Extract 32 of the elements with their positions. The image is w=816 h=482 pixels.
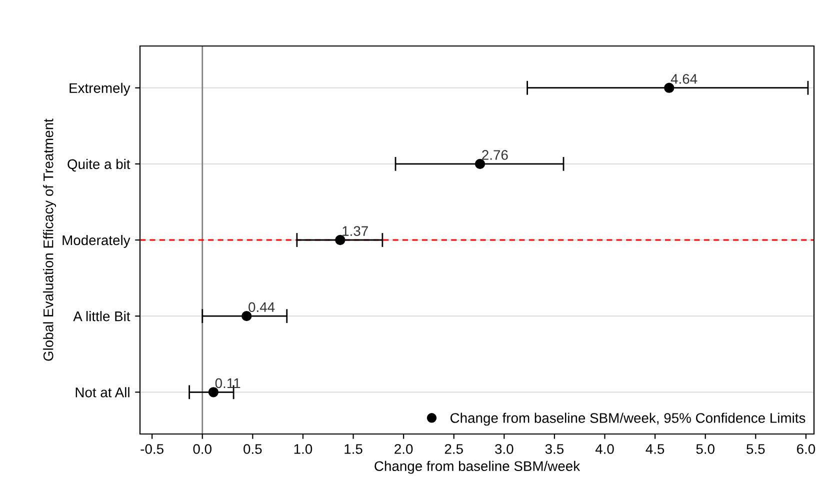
- point: [664, 82, 674, 93]
- point: [474, 158, 486, 170]
- x-tick-label: 4.5: [646, 444, 664, 454]
- legend-label: Change from baseline SBM/week, 95% Confidence Limits: [450, 412, 806, 426]
- x-axis-title: Change from baseline SBM/week: [374, 460, 580, 474]
- data-label: 1.37: [342, 226, 368, 236]
- data-label: 0.44: [248, 302, 275, 312]
- point: [208, 387, 219, 398]
- x-tick-label: -0.5: [140, 444, 164, 454]
- y-tick-label: Extremely: [70, 82, 130, 96]
- x-tick-label: 1.5: [344, 444, 362, 454]
- x-tick-label: 1.0: [294, 444, 312, 454]
- point: [335, 234, 346, 246]
- x-tick-label: 6.0: [797, 444, 816, 454]
- x-tick-label: 3.5: [545, 444, 564, 454]
- x-tick-label: 5.0: [696, 444, 714, 454]
- x-tick-label: 2.5: [444, 444, 463, 454]
- point: [242, 310, 252, 322]
- x-tick-label: 3.0: [495, 444, 514, 454]
- y-tick-label: Quite a bit: [68, 158, 130, 172]
- x-tick-label: 4.0: [595, 444, 614, 454]
- y-axis-title: Global Evaluation Efficacy of Treatment: [43, 118, 56, 361]
- data-label: 0.11: [215, 378, 240, 388]
- x-tick-label: 0.5: [244, 444, 262, 454]
- x-tick-label: 0.0: [193, 444, 212, 454]
- x-tick-label: 2.0: [394, 444, 413, 454]
- data-label: 2.76: [482, 150, 508, 160]
- y-tick-label: Moderately: [62, 234, 130, 248]
- data-label: 4.64: [670, 74, 698, 84]
- y-tick-label: A little Bit: [73, 311, 130, 322]
- y-tick-label: Not at All: [76, 387, 130, 398]
- x-tick-label: 5.5: [746, 444, 765, 454]
